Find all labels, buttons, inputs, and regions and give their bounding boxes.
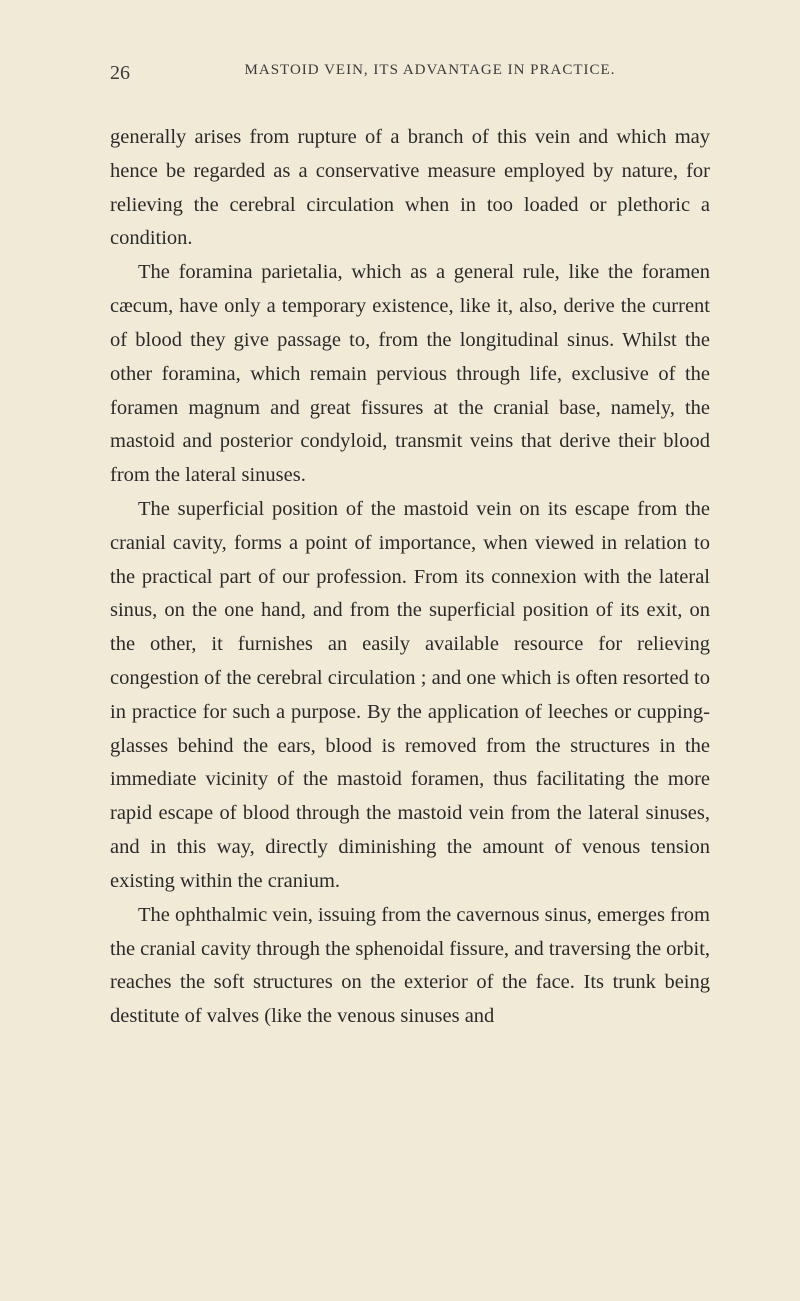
paragraph: generally arises from rupture of a branc… [110, 121, 710, 256]
running-header: MASTOID VEIN, ITS ADVANTAGE IN PRACTICE. [110, 60, 710, 79]
paragraph: The superficial position of the mastoid … [110, 493, 710, 899]
page-number: 26 [110, 62, 130, 85]
paragraph: The ophthalmic vein, issuing from the ca… [110, 899, 710, 1034]
paragraph: The foramina parietalia, which as a gene… [110, 256, 710, 493]
body-text-container: generally arises from rupture of a branc… [110, 121, 710, 1034]
